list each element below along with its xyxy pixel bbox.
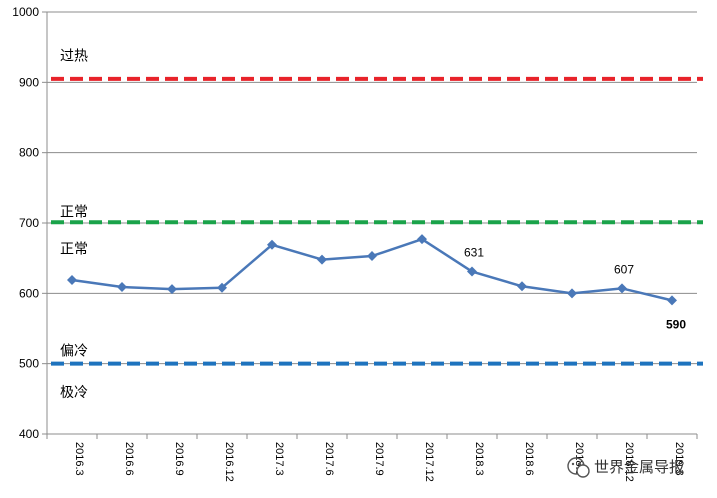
data-point	[217, 282, 227, 293]
grid-lines	[47, 11, 697, 365]
x-tick-label: 2018.12	[623, 442, 635, 482]
watermark-text: 世界金属导报	[594, 458, 684, 476]
wechat-icon	[567, 457, 590, 478]
x-tick-label: 2016.3	[73, 442, 85, 476]
data-point	[167, 284, 177, 295]
series	[67, 234, 677, 306]
data-point	[267, 239, 277, 250]
data-point	[117, 282, 127, 293]
x-tick-label: 2017.6	[323, 442, 335, 476]
axes	[46, 12, 697, 435]
y-tick-label: 900	[19, 75, 39, 89]
threshold-lines	[51, 76, 703, 366]
series-line	[71, 237, 673, 302]
x-tick-label: 2017.12	[423, 442, 435, 482]
data-point	[517, 281, 527, 292]
data-labels: 631 607 590	[464, 246, 686, 332]
data-point	[367, 251, 377, 262]
data-point	[667, 295, 677, 306]
x-tick-label: 2017.3	[273, 442, 285, 476]
data-point	[67, 274, 77, 285]
y-tick-label: 500	[19, 357, 39, 371]
y-tick-label: 1000	[12, 5, 39, 19]
x-tick-label: 2018.6	[523, 442, 535, 476]
data-point	[567, 288, 577, 299]
x-tick-label: 2019.3	[673, 442, 685, 476]
x-tick-label: 2016.6	[123, 442, 135, 476]
y-tick-label: 400	[19, 427, 39, 441]
x-tick-label: 2016.9	[173, 442, 185, 476]
data-point	[417, 234, 427, 245]
data-point	[317, 254, 327, 265]
zone-label: 过热	[60, 49, 88, 65]
data-point	[467, 266, 477, 277]
data-label: 590	[666, 317, 686, 331]
data-point	[617, 283, 627, 294]
watermark: 世界金属导报	[567, 457, 684, 478]
data-label: 607	[614, 262, 634, 276]
x-tick-label: 2018.3	[473, 442, 485, 476]
x-tick-label: 2017.9	[373, 442, 385, 476]
y-tick-label: 700	[19, 216, 39, 230]
zone-label: 极冷	[60, 385, 88, 401]
y-tick-label: 800	[19, 146, 39, 160]
x-axis-ticks: 2016.3 2016.6 2016.9 2016.12 2017.3 2017.6 201…	[46, 434, 698, 482]
zone-label: 偏冷	[60, 343, 88, 359]
zone-label: 正常	[60, 205, 88, 221]
data-label: 631	[464, 246, 484, 260]
y-tick-label: 600	[19, 286, 39, 300]
y-axis-ticks: 400 500 600 700 800 900 1000	[12, 5, 47, 441]
x-tick-label: 2016.12	[223, 442, 235, 482]
zone-label: 正常	[60, 241, 88, 257]
